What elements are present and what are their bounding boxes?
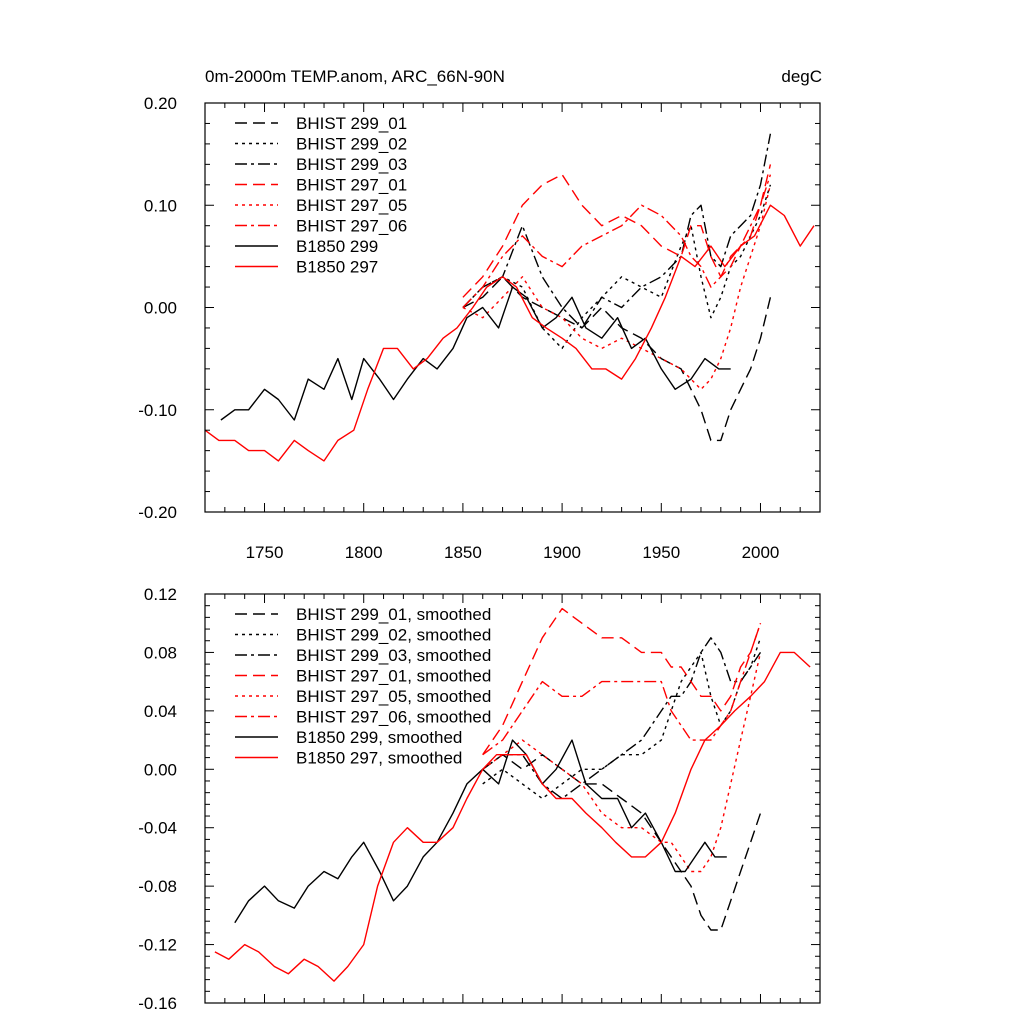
legend-label: B1850 297, smoothed [296,749,462,768]
y-tick-label: 0.04 [144,702,177,721]
bottom-panel: -0.16 -0.12 -0.08 -0.04 0.00 0.04 0.08 0.12 BHI… [138,585,821,1013]
bottom-plot-frame [204,593,821,1004]
legend-label: BHIST 299_01, smoothed [296,605,491,624]
legend-label: BHIST 297_05, smoothed [296,687,491,706]
x-tick-label: 1750 [246,543,284,562]
y-tick-label: -0.12 [138,936,177,955]
legend-label: BHIST 299_01 [296,114,407,133]
legend-label: BHIST 299_02 [296,135,407,154]
chart-title: 0m-2000m TEMP.anom, ARC_66N-90N [205,67,505,86]
x-tick-label: 1950 [642,543,680,562]
y-tick-label: -0.16 [138,994,177,1013]
units-label: degC [781,67,822,86]
y-tick-label: 0.20 [144,94,177,113]
series-line-0-6 [220,286,731,421]
y-tick-label: 0.08 [144,643,177,662]
y-tick-label: 0.00 [144,299,177,318]
legend-label: BHIST 297_05 [296,196,407,215]
legend-label: B1850 299, smoothed [296,728,462,747]
y-tick-label: 0.00 [144,760,177,779]
legend-label: B1850 297 [296,258,378,277]
y-tick-label: 0.12 [144,585,177,604]
series-line-0-5 [462,174,772,308]
series-line-1-7 [214,651,811,982]
y-tick-label: 0.10 [144,196,177,215]
y-tick-label: -0.10 [138,401,177,420]
y-tick-label: -0.20 [138,503,177,522]
x-tick-label: 1900 [543,543,581,562]
legend-label: BHIST 299_03 [296,155,407,174]
legend-label: BHIST 299_03, smoothed [296,646,491,665]
series-line-1-3 [482,607,762,756]
series-line-0-4 [462,184,772,390]
legend-label: BHIST 297_06 [296,217,407,236]
y-tick-label: -0.04 [138,819,177,838]
series-line-0-7 [204,204,815,462]
legend-label: BHIST 299_02, smoothed [296,626,491,645]
series-line-1-1 [482,637,762,800]
x-tick-label: 1850 [444,543,482,562]
top-panel: 0m-2000m TEMP.anom, ARC_66N-90N degC -0.… [138,67,822,562]
series-line-0-3 [462,164,772,298]
x-tick-label: 1800 [345,543,383,562]
legend-label: B1850 299 [296,237,378,256]
series-line-1-2 [482,637,762,800]
x-tick-label: 2000 [742,543,780,562]
bottom-legend: BHIST 299_01, smoothed BHIST 299_02, smoo… [235,605,491,768]
legend-label: BHIST 297_01 [296,176,407,195]
series-line-1-5 [482,622,762,756]
y-tick-label: -0.08 [138,877,177,896]
series-line-1-4 [482,652,762,873]
series-line-0-0 [462,276,772,442]
legend-label: BHIST 297_01, smoothed [296,667,491,686]
series-line-1-6 [234,739,727,924]
legend-label: BHIST 297_06, smoothed [296,708,491,727]
